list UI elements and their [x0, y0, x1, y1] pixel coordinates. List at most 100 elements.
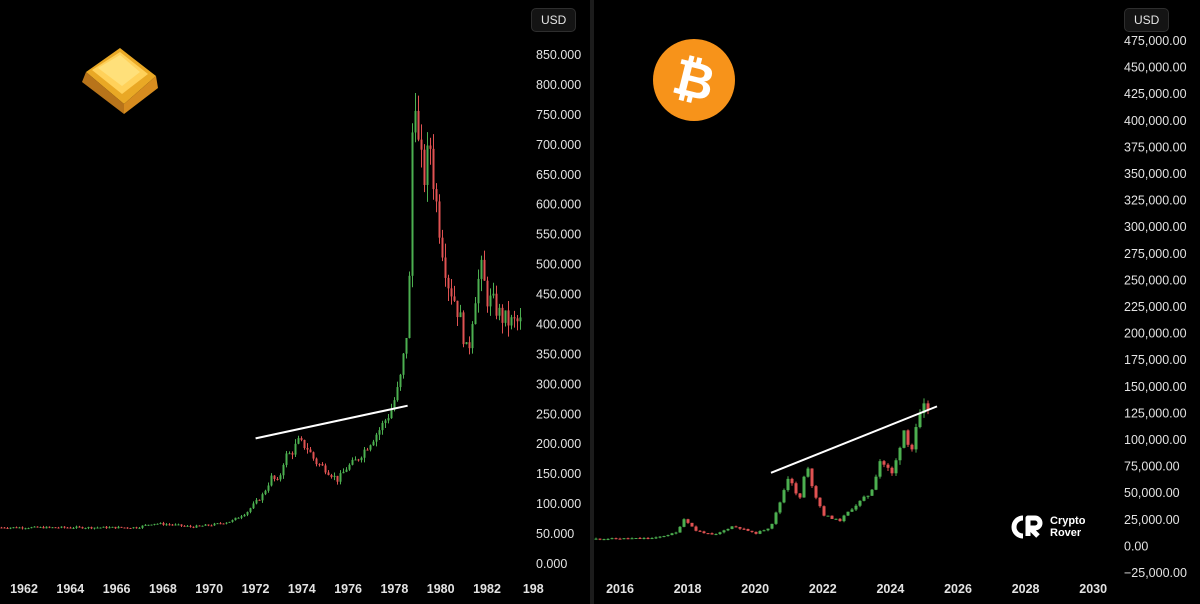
- gold-x-tick-label: 1976: [334, 582, 362, 596]
- gold-candle-body: [168, 524, 171, 526]
- btc-candle-body: [898, 447, 902, 461]
- btc-candle-body: [910, 444, 914, 450]
- gold-candle-body: [504, 310, 507, 323]
- btc-x-tick-label: 2030: [1079, 582, 1107, 596]
- gold-candle-body: [297, 438, 300, 444]
- gold-candles: [0, 92, 522, 530]
- btc-x-tick-label: 2020: [741, 582, 769, 596]
- btc-candle-body: [598, 538, 602, 540]
- gold-candle-body: [507, 310, 510, 326]
- gold-candle-body: [126, 527, 129, 529]
- btc-candle-body: [798, 493, 802, 498]
- gold-x-tick-label: 1966: [103, 582, 131, 596]
- btc-candle-body: [746, 529, 750, 531]
- btc-candle-body: [606, 538, 610, 540]
- gold-candle-body: [63, 526, 66, 528]
- gold-candle-body: [420, 139, 423, 150]
- gold-candle-body: [60, 526, 63, 528]
- gold-candle-body: [270, 475, 273, 486]
- gold-candle-body: [462, 312, 465, 345]
- gold-candle-body: [36, 526, 39, 528]
- btc-y-tick-label: 450,000.00: [1124, 61, 1187, 75]
- gold-candle-body: [84, 528, 87, 530]
- gold-candle-body: [180, 524, 183, 526]
- btc-y-tick-label: 200,000.00: [1124, 327, 1187, 341]
- btc-x-tick-label: 2022: [809, 582, 837, 596]
- gold-candle-body: [372, 441, 375, 446]
- gold-candle-body: [510, 317, 513, 326]
- btc-candle-body: [666, 535, 670, 537]
- gold-candle-body: [453, 296, 456, 301]
- gold-bar-icon: [82, 48, 158, 114]
- gold-x-tick-label: 1970: [195, 582, 223, 596]
- btc-y-tick-label: 150,000.00: [1124, 380, 1187, 394]
- gold-candle-body: [150, 524, 153, 526]
- bitcoin-currency-badge[interactable]: USD: [1124, 8, 1170, 32]
- gold-x-axis: 1962 1964 1966 1968 1970 1972 1974 1976 1978 1980…: [10, 582, 544, 596]
- bitcoin-chart-panel: 475,000.00 450,000.00 425,000.00 400,000.00…: [594, 0, 1200, 604]
- btc-candle-body: [894, 460, 898, 474]
- gold-candle-body: [387, 418, 390, 421]
- gold-candle-body: [123, 527, 126, 529]
- gold-candle-body: [516, 318, 519, 322]
- bitcoin-candles: [594, 398, 930, 541]
- gold-candle-body: [21, 527, 24, 529]
- gold-candle-body: [171, 524, 174, 526]
- btc-candle-body: [822, 506, 826, 516]
- gold-candle-body: [486, 280, 489, 307]
- btc-candle-body: [862, 496, 866, 501]
- btc-candle-body: [818, 497, 822, 507]
- btc-candle-body: [674, 532, 678, 534]
- gold-candle-body: [513, 317, 516, 319]
- gold-candle-body: [444, 257, 447, 278]
- btc-trendline[interactable]: [770, 405, 938, 474]
- gold-candle-body: [135, 527, 138, 529]
- btc-candle-body: [698, 530, 702, 532]
- gold-candle-body: [9, 527, 12, 529]
- btc-x-tick-label: 2028: [1012, 582, 1040, 596]
- gold-candle-body: [369, 445, 372, 450]
- gold-chart-panel: 850.000 800.000 750.000 700.000 650.000 600.0…: [0, 0, 590, 604]
- gold-candle-body: [132, 527, 135, 529]
- btc-y-tick-label: 75,000.00: [1124, 460, 1180, 474]
- btc-x-tick-label: 2016: [606, 582, 634, 596]
- gold-candle-body: [198, 525, 201, 527]
- gold-currency-badge[interactable]: USD: [531, 8, 577, 32]
- gold-candle-body: [222, 523, 225, 525]
- btc-candle-body: [706, 533, 710, 535]
- gold-candle-body: [294, 443, 297, 455]
- gold-candle-body: [186, 525, 189, 527]
- gold-y-tick-label: 450.000: [536, 288, 581, 302]
- panel-divider: [590, 0, 594, 604]
- gold-candle-body: [30, 527, 33, 529]
- gold-candle-body: [291, 453, 294, 455]
- gold-candle-body: [210, 525, 213, 527]
- btc-candle-body: [702, 531, 706, 534]
- btc-candle-body: [770, 523, 774, 529]
- gold-trendline[interactable]: [255, 404, 408, 440]
- btc-candle-body: [882, 461, 886, 465]
- gold-candle-body: [366, 449, 369, 451]
- gold-candle-body: [249, 508, 252, 512]
- btc-candle-body: [918, 413, 922, 428]
- btc-candle-body: [854, 505, 858, 510]
- gold-candle-body: [42, 526, 45, 529]
- gold-candle-body: [234, 517, 237, 521]
- gold-candle-body: [57, 527, 60, 529]
- btc-candle-body: [826, 515, 830, 517]
- gold-candle-body: [396, 387, 399, 401]
- gold-candle-body: [426, 145, 429, 185]
- gold-candle-body: [288, 453, 291, 455]
- gold-candle-body: [342, 471, 345, 474]
- gold-candle-body: [12, 527, 15, 529]
- gold-x-tick-label: 1972: [242, 582, 270, 596]
- gold-candle-body: [102, 526, 105, 528]
- btc-candle-body: [810, 468, 814, 487]
- gold-x-tick-label: 1962: [10, 582, 38, 596]
- gold-candle-body: [438, 201, 441, 238]
- gold-y-tick-label: 750.000: [536, 108, 581, 122]
- gold-candle-body: [315, 458, 318, 465]
- gold-candle-body: [129, 528, 132, 530]
- gold-candle-body: [441, 237, 444, 258]
- btc-candle-body: [922, 403, 926, 414]
